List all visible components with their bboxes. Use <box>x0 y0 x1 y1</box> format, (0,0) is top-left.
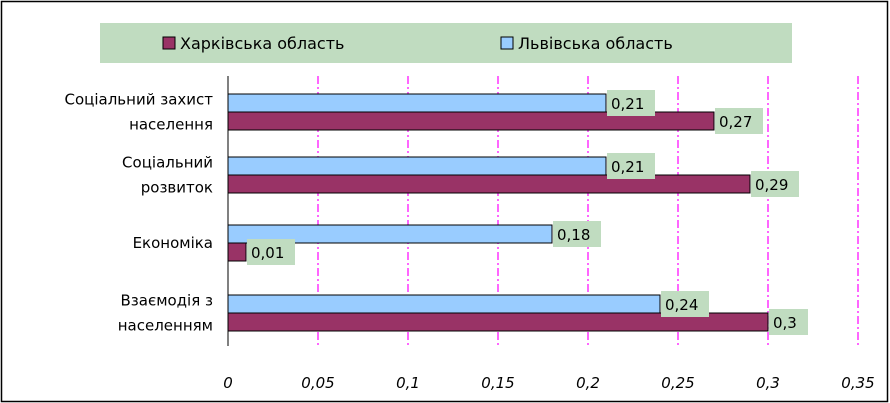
data-label-bg <box>247 239 295 265</box>
data-label: 0,18 <box>557 226 590 244</box>
bar <box>227 174 751 194</box>
legend-label: Харківська область <box>180 34 344 53</box>
data-label: 0,29 <box>755 176 788 194</box>
category-labels: Соціальний захист населення Соціальний розв… <box>65 91 214 335</box>
data-labels: 0,21 0,27 0,21 0,29 0,18 0,01 0,24 0,3 <box>247 90 808 335</box>
x-tick-label: 0,35 <box>841 374 874 392</box>
bars <box>227 93 769 332</box>
data-label-bg <box>715 108 763 134</box>
data-label: 0,21 <box>611 158 644 176</box>
x-tick-label: 0,05 <box>301 374 334 392</box>
data-label: 0,01 <box>251 244 284 262</box>
category-label: населенням <box>118 317 213 335</box>
bar <box>227 242 247 262</box>
category-label: Соціальний <box>122 154 213 172</box>
x-tick-labels: 0 0,05 0,1 0,15 0,2 0,25 0,3 0,35 <box>223 374 874 392</box>
x-tick-label: 0 <box>223 374 233 392</box>
data-label-bg <box>661 291 709 317</box>
legend-box <box>100 23 792 63</box>
legend-label: Львівська область <box>518 34 673 53</box>
bar <box>227 111 715 131</box>
data-label: 0,3 <box>773 314 797 332</box>
category-label: Економіка <box>133 234 213 252</box>
data-label-bg <box>553 221 601 247</box>
category-label: Взаємодія з <box>121 292 214 310</box>
data-label-bg <box>607 153 655 179</box>
data-label-bg <box>607 90 655 116</box>
legend-swatch <box>500 36 514 50</box>
data-label: 0,27 <box>719 113 752 131</box>
bar <box>227 93 607 113</box>
bar <box>227 312 769 332</box>
x-tick-label: 0,3 <box>756 374 780 392</box>
x-tick-label: 0,15 <box>481 374 514 392</box>
data-label: 0,24 <box>665 296 698 314</box>
x-tick-label: 0,1 <box>396 374 420 392</box>
bar <box>227 224 553 244</box>
category-label: розвиток <box>141 179 213 197</box>
data-label: 0,21 <box>611 95 644 113</box>
bar <box>227 156 607 176</box>
legend: Харківська область Львівська область <box>100 23 792 63</box>
bar <box>227 294 661 314</box>
data-label-bg <box>751 171 799 197</box>
x-tick-label: 0,2 <box>576 374 600 392</box>
category-label: Соціальний захист <box>65 91 214 109</box>
legend-swatch <box>162 36 176 50</box>
x-tick-label: 0,25 <box>661 374 694 392</box>
category-label: населення <box>129 116 213 134</box>
data-label-bg <box>769 309 808 335</box>
